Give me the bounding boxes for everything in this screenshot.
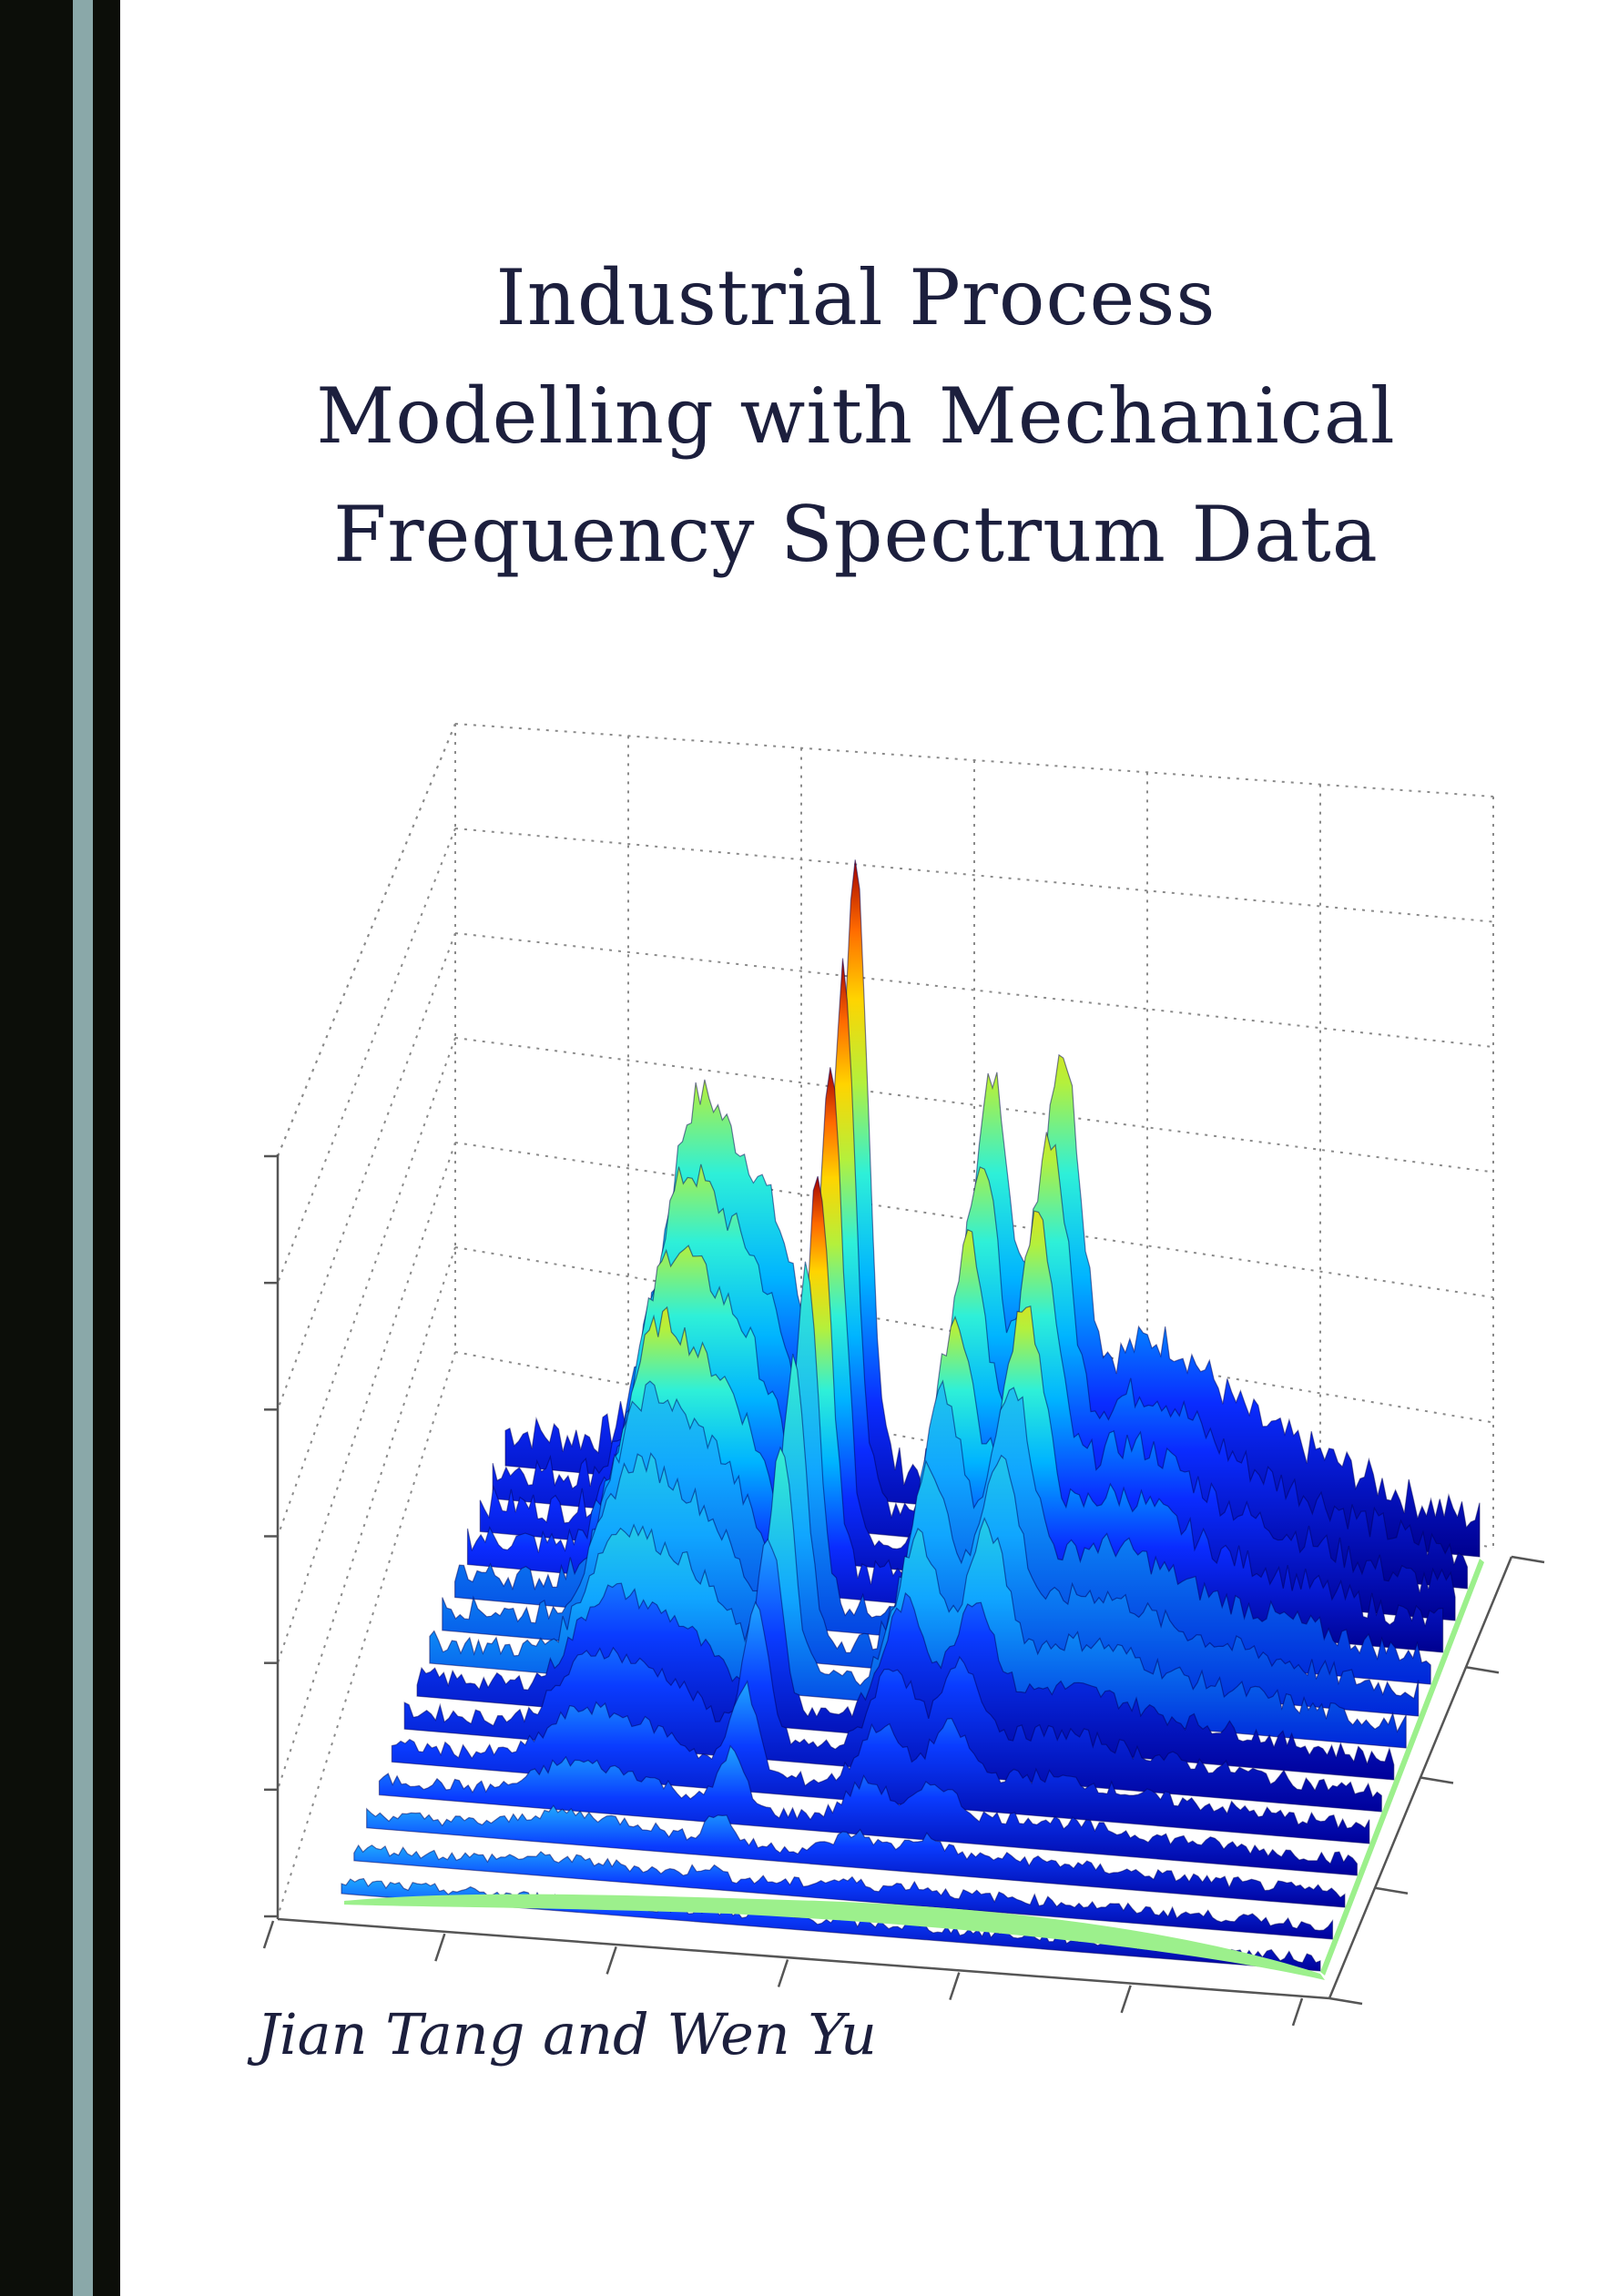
surface-side-edge [1320, 1559, 1484, 1976]
surface-floor [344, 1894, 1325, 1980]
surface-ridge [416, 1538, 1395, 1781]
book-title: Industrial Process Modelling with Mechan… [137, 239, 1575, 594]
spine-band-inner [93, 0, 120, 2296]
surface-layers [341, 859, 1484, 1980]
book-authors: Jian Tang and Wen Yu [257, 2001, 877, 2067]
title-line-1: Industrial Process [495, 253, 1216, 342]
surface-ridge [366, 1804, 1346, 1908]
surface-ridge [353, 1844, 1334, 1940]
spine-stripe [73, 0, 93, 2296]
spine-band [0, 0, 73, 2296]
title-line-3: Frequency Spectrum Data [333, 490, 1379, 579]
surface-ridge [391, 1680, 1370, 1844]
surface-ridge [378, 1744, 1359, 1876]
surface-ridge [403, 1600, 1382, 1813]
plot-axes [262, 1154, 1545, 2027]
title-line-2: Modelling with Mechanical [316, 371, 1396, 461]
